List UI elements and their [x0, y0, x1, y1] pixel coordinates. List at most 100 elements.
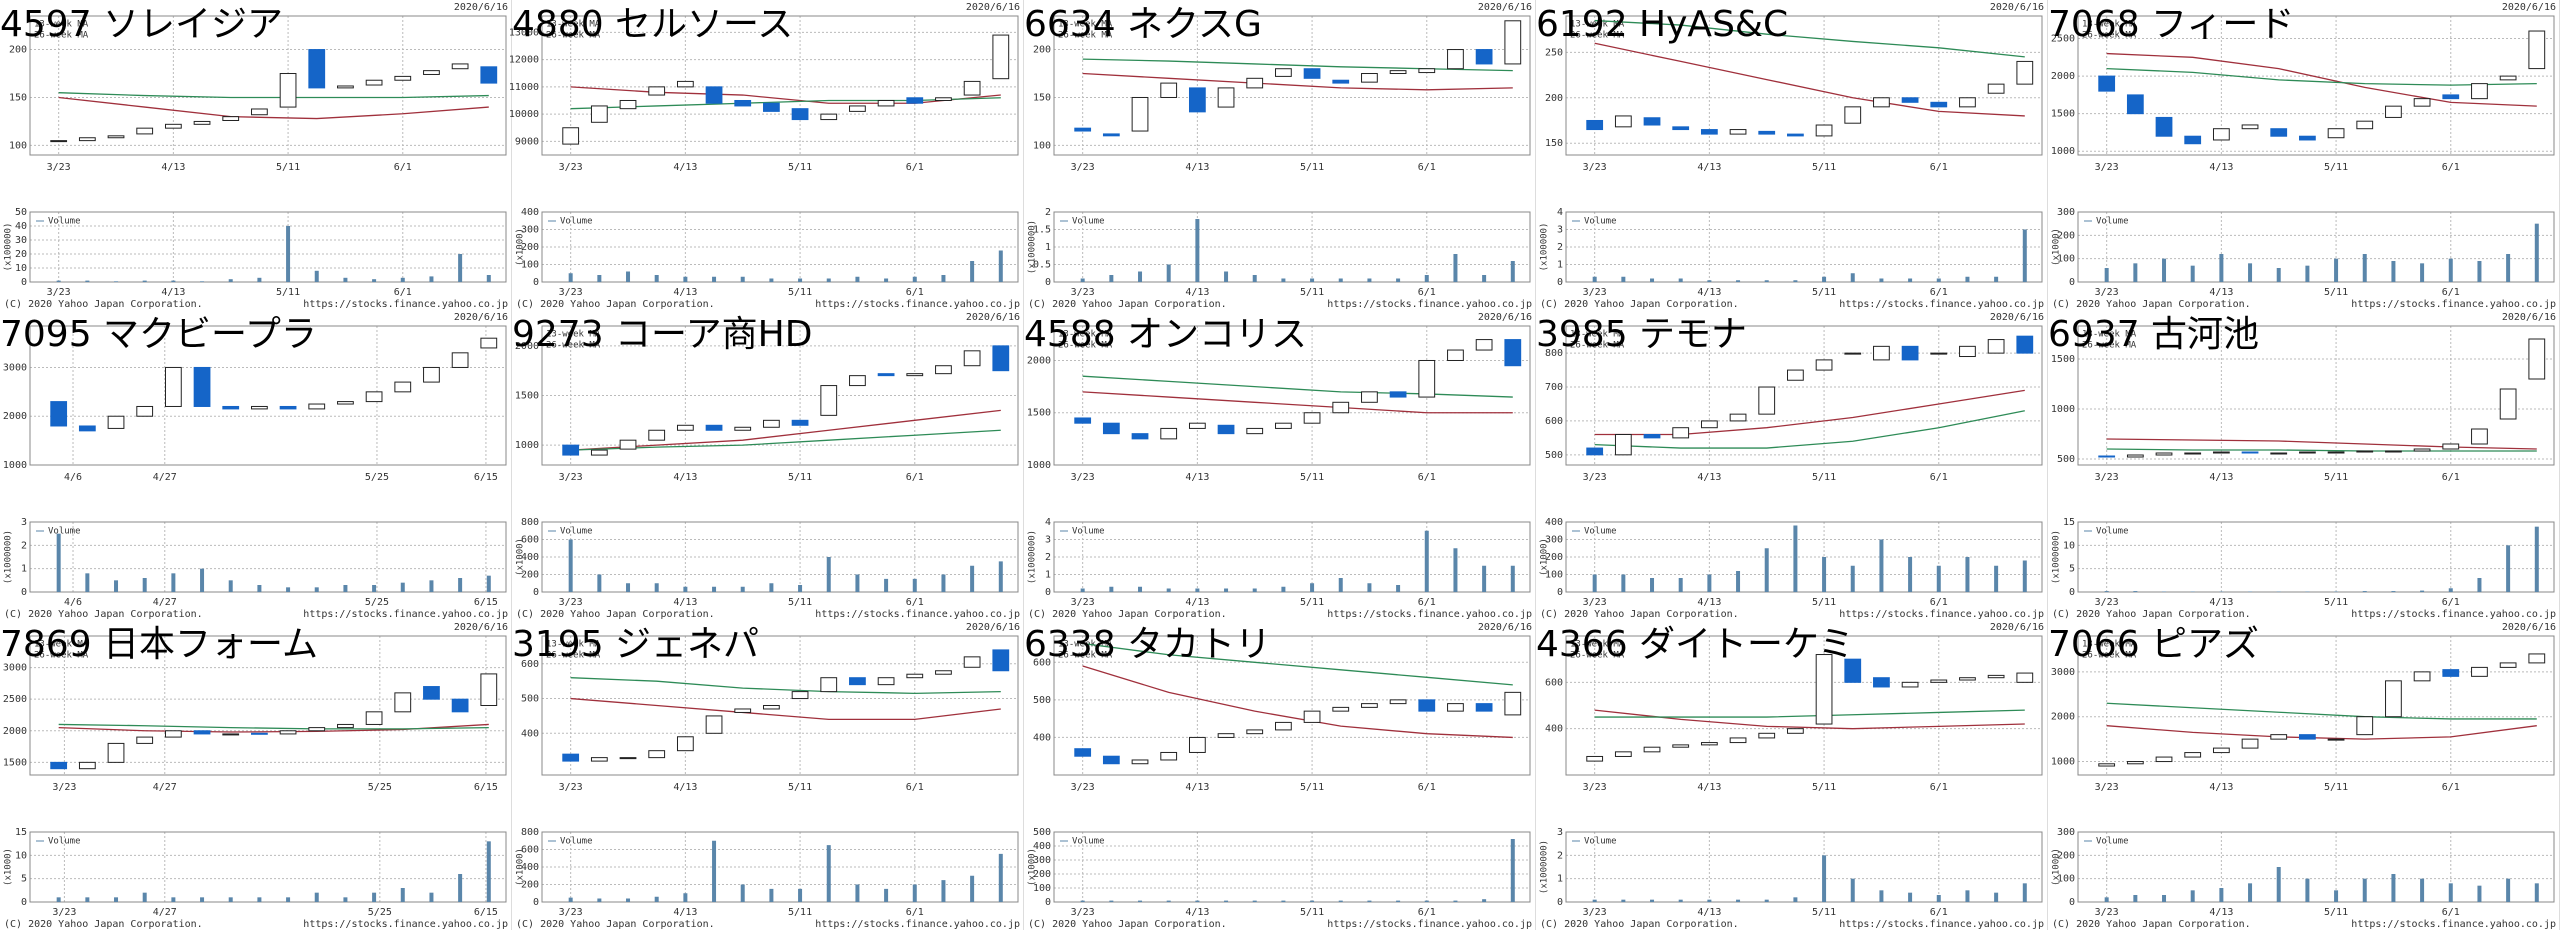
candle: [480, 673, 498, 706]
volume-bar: [769, 888, 774, 902]
volume-bar: [2276, 867, 2281, 902]
volume-bar: [257, 277, 262, 282]
candle: [1475, 49, 1493, 65]
volume-bar: [1965, 890, 1970, 902]
copyright: (C) 2020 Yahoo Japan Corporation.: [1028, 299, 1227, 310]
volume-bar: [568, 897, 573, 902]
candle: [2385, 105, 2402, 118]
volume-bar: [1736, 899, 1741, 902]
volume-bar: [429, 276, 434, 282]
candle: [820, 385, 838, 416]
y-tick-label: 3: [1557, 225, 1563, 236]
x-tick-label: 3/23: [1071, 597, 1095, 608]
volume-bar: [56, 897, 61, 902]
plot-frame: [2077, 521, 2555, 593]
volume-bar: [2190, 265, 2195, 282]
source-url: https://stocks.finance.yahoo.co.jp: [303, 919, 508, 930]
volume-bar: [1138, 586, 1143, 592]
volume-bar: [228, 580, 233, 592]
volume-bar: [1109, 275, 1114, 282]
y-tick-label: 0: [2069, 587, 2075, 598]
y-tick-label: 500: [2057, 454, 2075, 465]
volume-bar: [114, 897, 119, 902]
copyright: (C) 2020 Yahoo Japan Corporation.: [1540, 609, 1739, 620]
x-tick-label: 3/23: [1583, 287, 1607, 298]
x-tick-label: 4/13: [161, 162, 185, 173]
volume-bar: [740, 276, 745, 282]
ma-legend: 13-week MA: [1058, 330, 1113, 340]
volume-bar: [2022, 883, 2027, 902]
y-tick-label: 0: [533, 277, 539, 288]
y-tick-label: 40: [15, 221, 27, 232]
candle: [619, 439, 637, 450]
candle: [619, 99, 637, 110]
x-tick-label: 3/23: [559, 287, 583, 298]
volume-bar: [228, 279, 233, 282]
volume-legend: Volume: [1072, 217, 1105, 227]
candle: [1930, 352, 1948, 355]
candle: [1389, 70, 1407, 75]
moving-average: [2106, 702, 2537, 720]
y-tick-label: 1: [1045, 570, 1051, 581]
candle: [193, 730, 211, 735]
x-tick-label: 3/23: [2095, 597, 2119, 608]
volume-legend: Volume: [1584, 217, 1617, 227]
x-tick-label: 6/1: [906, 782, 924, 793]
ma-legend: 26-week MA: [1570, 651, 1625, 661]
y-tick-label: 1000: [2051, 404, 2075, 415]
chart-date: 2020/6/16: [2502, 622, 2556, 633]
y-tick-label: 1000: [2051, 757, 2075, 768]
volume-bar: [56, 533, 61, 592]
volume-bar: [372, 585, 377, 592]
y-tick-label: 600: [521, 535, 539, 546]
volume-bar: [712, 840, 717, 902]
candle: [1959, 97, 1976, 108]
plot-frame: [1565, 325, 2043, 466]
moving-average: [1594, 410, 2025, 449]
x-tick-label: 3/23: [2095, 782, 2119, 793]
candle: [2413, 98, 2431, 107]
volume-bar: [1252, 275, 1257, 282]
x-tick-label: 5/11: [788, 782, 812, 793]
copyright: (C) 2020 Yahoo Japan Corporation.: [1540, 919, 1739, 930]
candle: [562, 444, 580, 456]
y-tick-label: 200: [2057, 230, 2075, 241]
volume-bar: [1850, 273, 1855, 282]
candle: [1787, 728, 1804, 734]
chart-title: 3985 テモナ: [1536, 314, 1747, 355]
candle: [1475, 339, 1493, 351]
candle: [2299, 734, 2316, 740]
candle: [394, 75, 412, 81]
y-tick-label: 10: [15, 263, 27, 274]
volume-bar: [1510, 565, 1515, 592]
y-tick-label: 0: [1557, 897, 1563, 908]
candle: [2184, 452, 2202, 455]
y-tick-label: 100: [1033, 140, 1051, 151]
volume-bar: [1109, 586, 1114, 592]
x-tick-label: 3/23: [1071, 782, 1095, 793]
y-tick-label: 400: [521, 728, 539, 739]
volume-bar: [2391, 261, 2396, 282]
y-tick-label: 600: [1545, 416, 1563, 427]
x-tick-label: 6/1: [2442, 472, 2460, 483]
candle: [877, 99, 895, 107]
volume-bar: [85, 280, 90, 282]
candle: [1729, 129, 1747, 135]
x-tick-label: 4/13: [2209, 162, 2233, 173]
volume-bar: [171, 897, 176, 902]
volume-bar: [826, 557, 831, 592]
x-tick-label: 4/27: [153, 597, 177, 608]
volume-bar: [2248, 263, 2253, 282]
y-tick-label: 10: [2063, 540, 2075, 551]
candle: [590, 105, 608, 123]
volume-bar: [1367, 278, 1372, 282]
x-tick-label: 4/13: [1697, 287, 1721, 298]
x-tick-label: 3/23: [1071, 287, 1095, 298]
candle: [1614, 433, 1632, 456]
candle: [222, 733, 240, 736]
ma-legend: 26-week MA: [1058, 31, 1113, 41]
volume-bar: [1592, 276, 1597, 282]
moving-average: [570, 429, 1001, 451]
plot-frame: [1053, 211, 1531, 283]
ma-legend: 26-week MA: [34, 31, 89, 41]
